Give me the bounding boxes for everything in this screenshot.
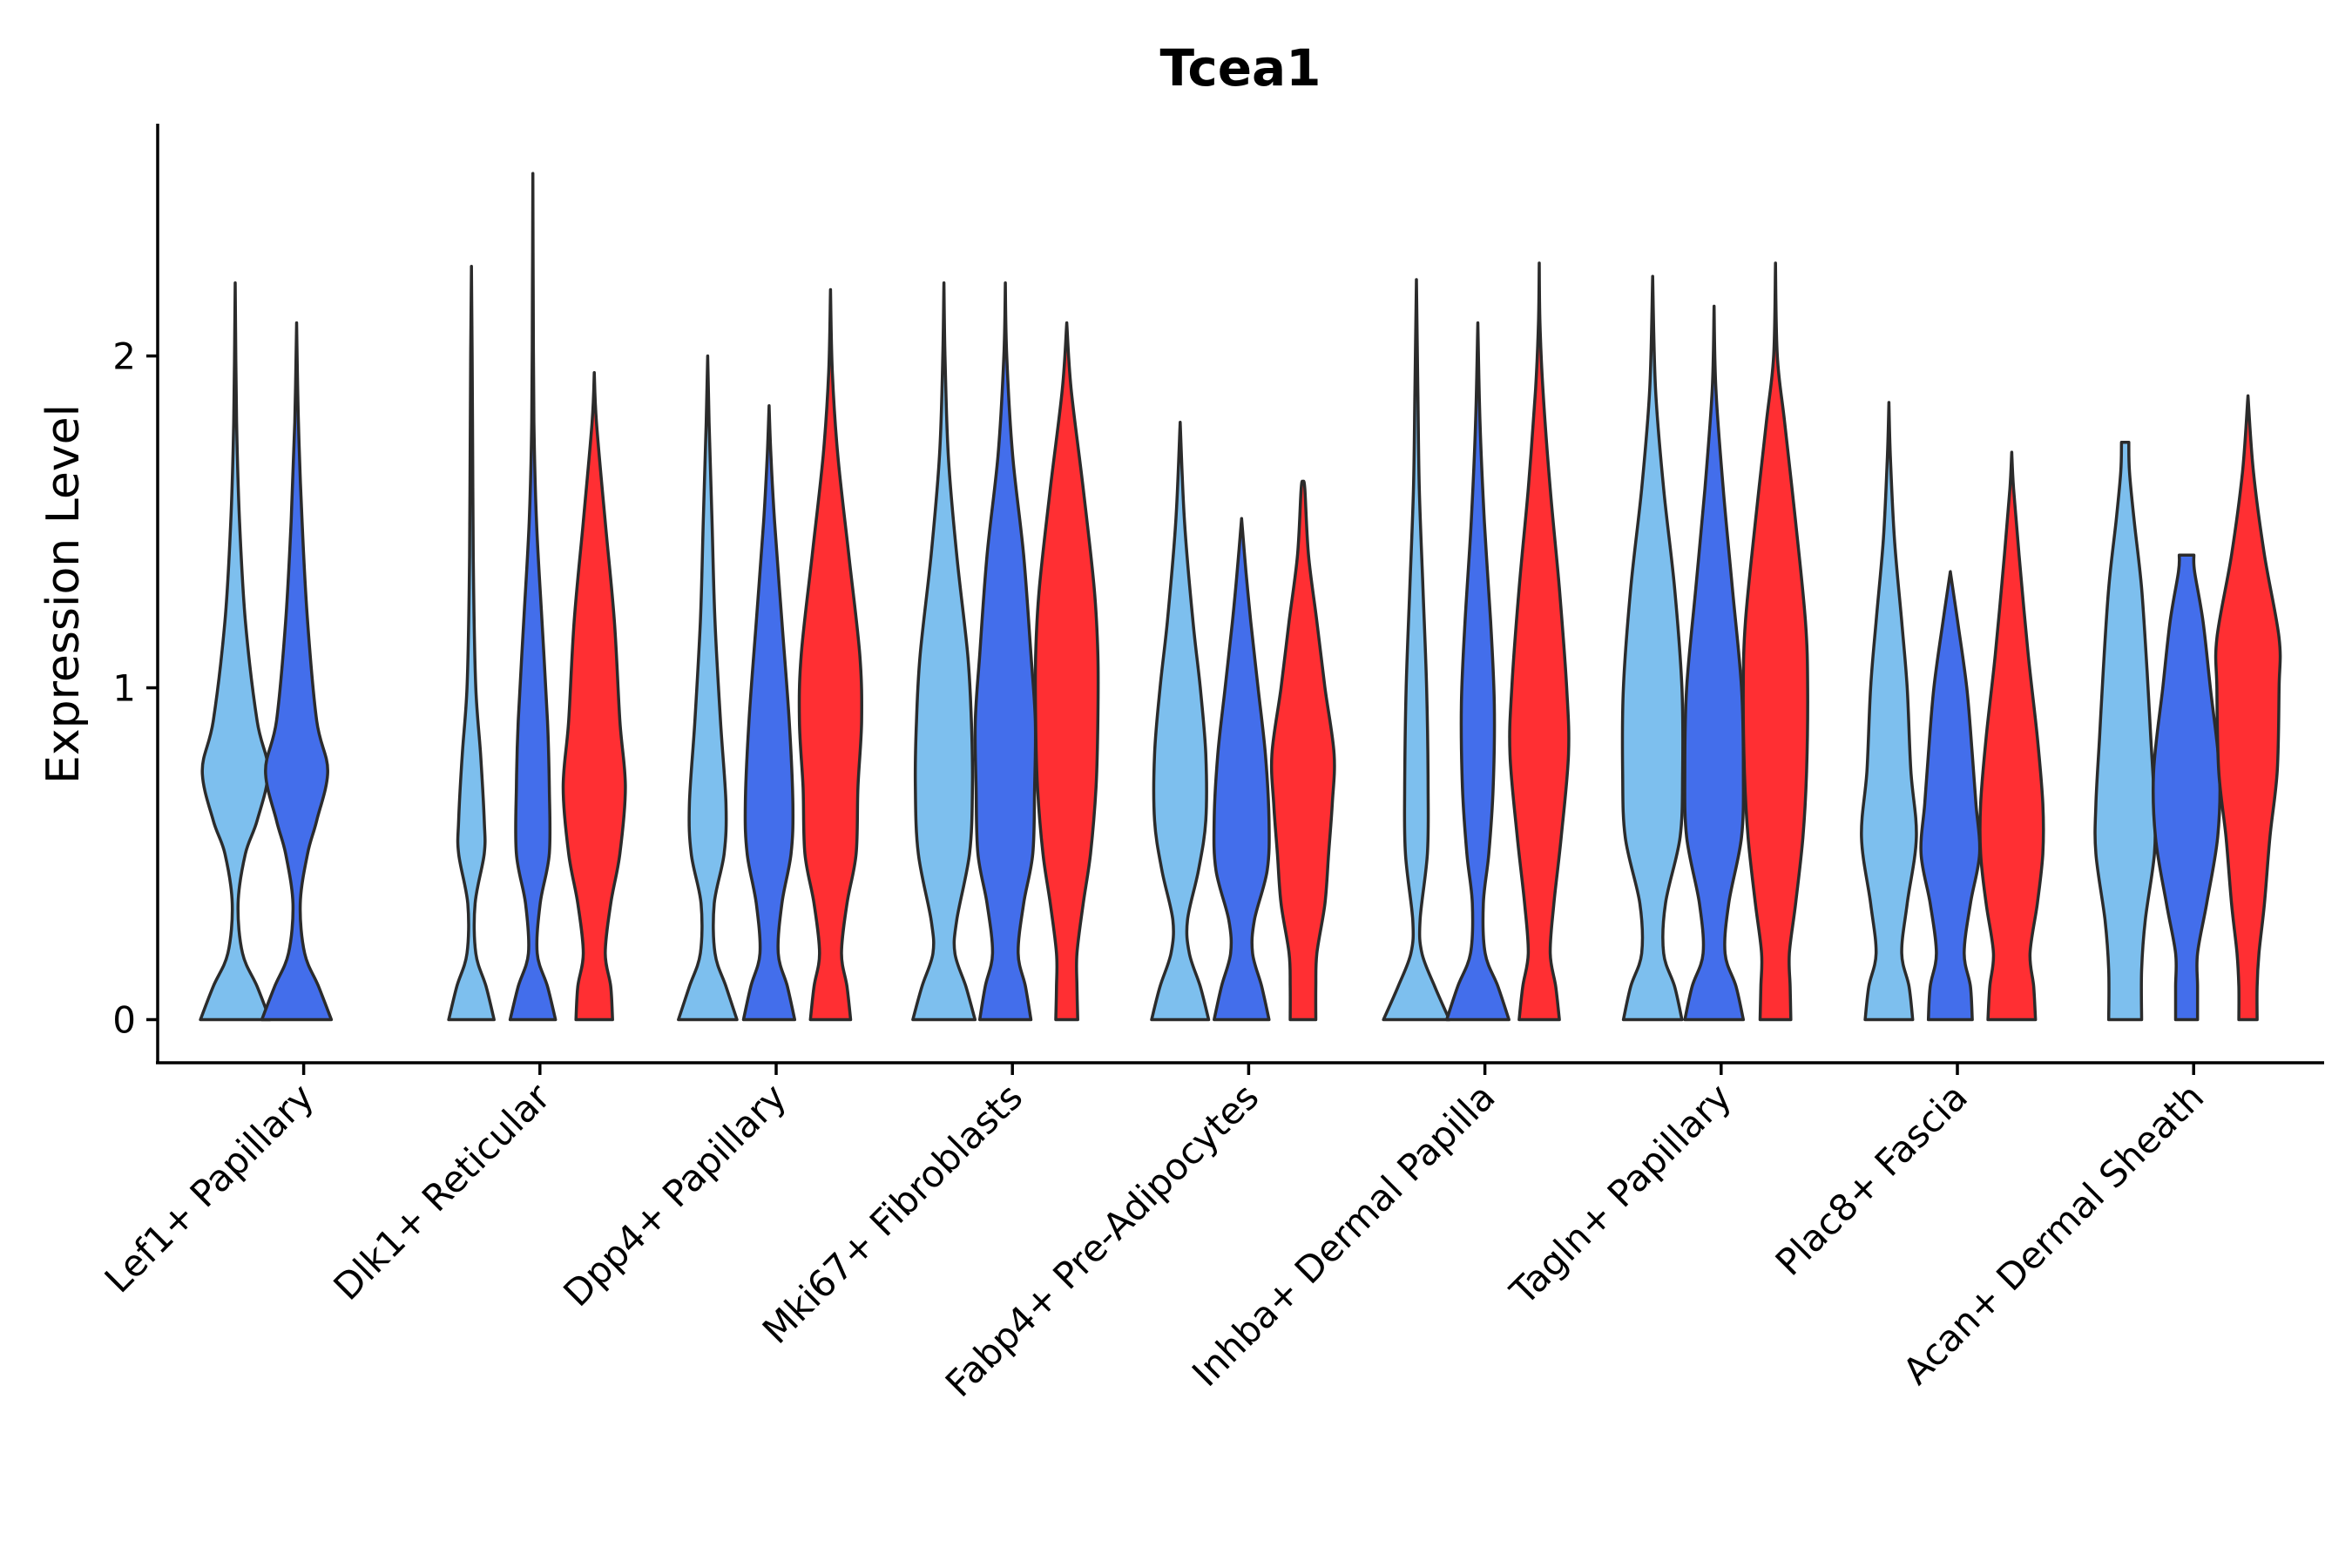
violins-layer	[199, 172, 2282, 1022]
violin-light-blue	[677, 354, 739, 1022]
y-tick-label: 0	[112, 998, 136, 1041]
y-tick-label: 2	[112, 335, 136, 378]
violin-blue	[1212, 517, 1271, 1022]
violin-light-blue	[911, 281, 977, 1022]
x-tick-label: Tagln+ Papillary	[1501, 1075, 1739, 1313]
violin-blue	[260, 321, 334, 1022]
violin-blue	[1445, 321, 1511, 1022]
violin-light-blue	[1620, 274, 1685, 1022]
y-tick-label: 1	[112, 667, 136, 710]
y-axis-label: Expression Level	[37, 404, 90, 784]
violin-light-blue	[1860, 401, 1918, 1022]
violin-blue	[508, 172, 558, 1022]
violin-light-blue	[1382, 278, 1451, 1022]
violin-red	[797, 287, 863, 1022]
violin-light-blue	[2093, 440, 2157, 1022]
x-tick-label: Lef1+ Papillary	[97, 1075, 322, 1301]
violin-blue	[1919, 570, 1982, 1022]
chart-title: Tcea1	[1159, 38, 1321, 98]
x-tick-label: Dlk1+ Reticular	[325, 1075, 558, 1308]
x-tick-label: Mki67+ Fibroblasts	[754, 1075, 1031, 1351]
x-tick-label: Plac8+ Fascia	[1767, 1075, 1976, 1283]
violin-red	[1033, 321, 1100, 1022]
violin-light-blue	[199, 281, 272, 1022]
violin-blue	[2151, 553, 2222, 1022]
y-ticks: 0 1 2	[112, 335, 158, 1041]
violin-red	[2213, 394, 2282, 1022]
violin-red	[1741, 261, 1809, 1022]
violin-red	[1508, 261, 1571, 1022]
violin-red	[1269, 479, 1336, 1022]
violin-blue	[741, 404, 797, 1022]
x-tick-label: Dpp4+ Papillary	[555, 1075, 794, 1315]
violin-red	[561, 370, 627, 1022]
violin-light-blue	[1150, 421, 1211, 1022]
violin-red	[1978, 450, 2045, 1022]
violin-blue	[1683, 304, 1746, 1022]
violin-light-blue	[447, 265, 496, 1022]
violin-blue	[973, 281, 1037, 1022]
